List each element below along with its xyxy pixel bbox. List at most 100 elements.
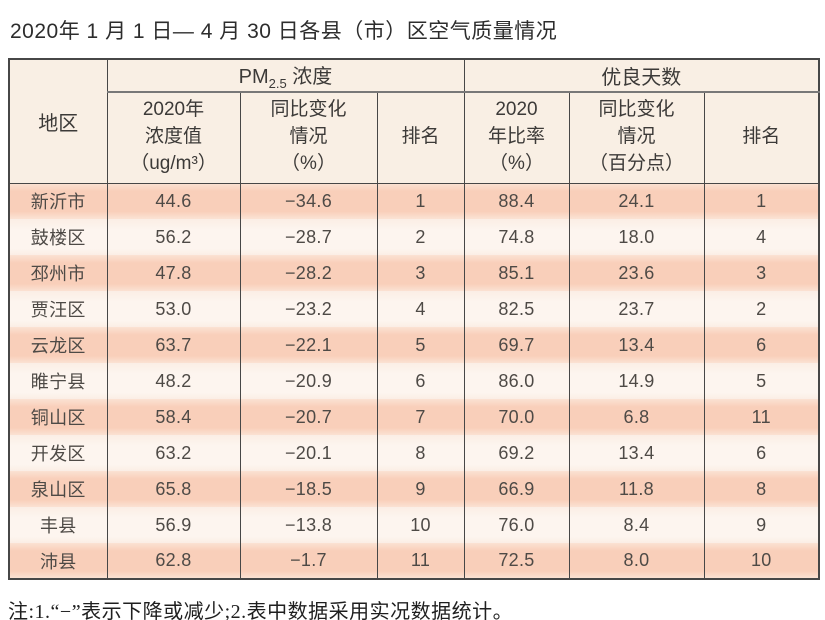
page-title: 2020年 1 月 1 日— 4 月 30 日各县（市）区空气质量情况 <box>10 20 558 43</box>
pm-change-cell: −20.1 <box>239 435 378 471</box>
good-ratio-cell: 82.5 <box>463 291 570 327</box>
pm25-group-header: PM2.5 浓度 <box>106 59 465 93</box>
pm-change-cell: −23.2 <box>239 291 378 327</box>
good-rank-cell: 10 <box>703 543 820 579</box>
pm-rank-cell: 8 <box>376 435 465 471</box>
good-change-column-header: 同比变化 情况 （百分点） <box>568 92 705 184</box>
region-cell: 鼓楼区 <box>8 219 108 255</box>
table-row: 丰县 56.9 −13.8 10 76.0 8.4 9 <box>8 507 820 543</box>
good-ratio-cell: 74.8 <box>463 219 570 255</box>
good-ratio-cell: 86.0 <box>463 363 570 399</box>
good-rank-column-header: 排名 <box>703 92 820 184</box>
pm25-label-subscript: 2.5 <box>268 76 287 91</box>
pm-change-cell: −20.9 <box>239 363 378 399</box>
table-row: 贾汪区 53.0 −23.2 4 82.5 23.7 2 <box>8 291 820 327</box>
region-cell: 开发区 <box>8 435 108 471</box>
good-rank-cell: 9 <box>703 507 820 543</box>
good-ratio-cell: 76.0 <box>463 507 570 543</box>
good-rank-cell: 8 <box>703 471 820 507</box>
pm-rank-cell: 5 <box>376 327 465 363</box>
pm-rank-cell: 11 <box>376 543 465 579</box>
pm-value-cell: 56.2 <box>106 219 241 255</box>
table-row: 沛县 62.8 −1.7 11 72.5 8.0 10 <box>8 543 820 579</box>
good-ratio-cell: 85.1 <box>463 255 570 291</box>
pm-rank-cell: 6 <box>376 363 465 399</box>
region-column-header: 地区 <box>8 59 108 184</box>
table-row: 新沂市 44.6 −34.6 1 88.4 24.1 1 <box>8 183 820 219</box>
pm-value-cell: 48.2 <box>106 363 241 399</box>
pm-change-cell: −28.7 <box>239 219 378 255</box>
table-row: 泉山区 65.8 −18.5 9 66.9 11.8 8 <box>8 471 820 507</box>
pm-value-cell: 63.7 <box>106 327 241 363</box>
good-change-cell: 8.0 <box>568 543 705 579</box>
good-change-cell: 13.4 <box>568 327 705 363</box>
good-change-cell: 13.4 <box>568 435 705 471</box>
table-row: 开发区 63.2 −20.1 8 69.2 13.4 6 <box>8 435 820 471</box>
pm-value-cell: 58.4 <box>106 399 241 435</box>
good-ratio-cell: 66.9 <box>463 471 570 507</box>
region-cell: 邳州市 <box>8 255 108 291</box>
footnote: 注:1.“−”表示下降或减少;2.表中数据采用实况数据统计。 <box>8 601 514 620</box>
pm-value-cell: 47.8 <box>106 255 241 291</box>
region-cell: 新沂市 <box>8 183 108 219</box>
good-ratio-cell: 69.2 <box>463 435 570 471</box>
table-row: 铜山区 58.4 −20.7 7 70.0 6.8 11 <box>8 399 820 435</box>
table-row: 云龙区 63.7 −22.1 5 69.7 13.4 6 <box>8 327 820 363</box>
table-body: 新沂市 44.6 −34.6 1 88.4 24.1 1 鼓楼区 56.2 −28.7 2 74.8 1… <box>8 183 820 579</box>
good-change-cell: 23.6 <box>568 255 705 291</box>
good-rank-cell: 5 <box>703 363 820 399</box>
pm-change-cell: −20.7 <box>239 399 378 435</box>
good-change-cell: 24.1 <box>568 183 705 219</box>
good-change-cell: 23.7 <box>568 291 705 327</box>
pm-change-cell: −34.6 <box>239 183 378 219</box>
good-change-cell: 11.8 <box>568 471 705 507</box>
region-cell: 睢宁县 <box>8 363 108 399</box>
region-cell: 沛县 <box>8 543 108 579</box>
header-sub-row: 2020年 浓度值 （ug/m³） 同比变化 情况 （%） 排名 2020 年比… <box>9 92 820 184</box>
pm-value-cell: 62.8 <box>106 543 241 579</box>
pm-change-cell: −1.7 <box>239 543 378 579</box>
table-row: 睢宁县 48.2 −20.9 6 86.0 14.9 5 <box>8 363 820 399</box>
good-change-cell: 18.0 <box>568 219 705 255</box>
good-ratio-cell: 72.5 <box>463 543 570 579</box>
pm-change-cell: −13.8 <box>239 507 378 543</box>
table-row: 邳州市 47.8 −28.2 3 85.1 23.6 3 <box>8 255 820 291</box>
good-rank-cell: 2 <box>703 291 820 327</box>
pm-rank-cell: 9 <box>376 471 465 507</box>
region-cell: 铜山区 <box>8 399 108 435</box>
good-rank-cell: 4 <box>703 219 820 255</box>
region-cell: 泉山区 <box>8 471 108 507</box>
pm-rank-cell: 2 <box>376 219 465 255</box>
pm25-label-prefix: PM <box>238 66 269 88</box>
region-cell: 云龙区 <box>8 327 108 363</box>
good-rank-cell: 6 <box>703 327 820 363</box>
header-group-row: 地区 PM2.5 浓度 优良天数 <box>8 59 820 184</box>
region-cell: 丰县 <box>8 507 108 543</box>
good-rank-cell: 6 <box>703 435 820 471</box>
air-quality-table: 地区 PM2.5 浓度 优良天数 2020年 浓度值 （ug/m³） 同比变化 … <box>8 58 821 580</box>
good-rank-cell: 3 <box>703 255 820 291</box>
good-rank-cell: 11 <box>703 399 820 435</box>
pm-rank-cell: 3 <box>376 255 465 291</box>
good-ratio-cell: 69.7 <box>463 327 570 363</box>
pm-rank-cell: 1 <box>376 183 465 219</box>
pm-value-cell: 53.0 <box>106 291 241 327</box>
pm-change-cell: −18.5 <box>239 471 378 507</box>
pm-rank-cell: 10 <box>376 507 465 543</box>
table-header: 地区 PM2.5 浓度 优良天数 2020年 浓度值 （ug/m³） 同比变化 … <box>8 59 820 184</box>
pm-change-cell: −22.1 <box>239 327 378 363</box>
pm-change-column-header: 同比变化 情况 （%） <box>239 92 378 184</box>
good-ratio-cell: 88.4 <box>463 183 570 219</box>
pm-rank-column-header: 排名 <box>376 92 465 184</box>
good-change-cell: 14.9 <box>568 363 705 399</box>
pm-value-cell: 63.2 <box>106 435 241 471</box>
good-ratio-column-header: 2020 年比率 （%） <box>463 92 570 184</box>
good-rank-cell: 1 <box>703 183 820 219</box>
pm-value-column-header: 2020年 浓度值 （ug/m³） <box>106 92 241 184</box>
pm-rank-cell: 4 <box>376 291 465 327</box>
pm-change-cell: −28.2 <box>239 255 378 291</box>
pm-rank-cell: 7 <box>376 399 465 435</box>
good-days-group-header: 优良天数 <box>463 59 820 93</box>
table-row: 鼓楼区 56.2 −28.7 2 74.8 18.0 4 <box>8 219 820 255</box>
pm-value-cell: 44.6 <box>106 183 241 219</box>
